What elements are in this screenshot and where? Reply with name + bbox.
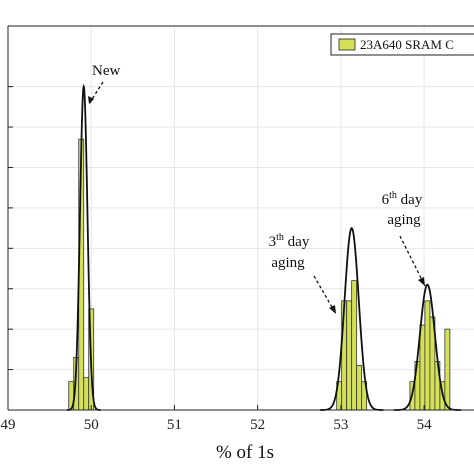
legend-box [330, 33, 474, 56]
annotation-6th-day-line2: aging [387, 212, 421, 228]
histogram-bar [444, 328, 451, 411]
histogram-bar [346, 300, 353, 411]
x-tick-label: 50 [84, 417, 99, 433]
annotation-new-arrowhead [88, 96, 94, 104]
x-tick-label: 51 [167, 417, 182, 433]
annotation-3rd-day-arrowhead [329, 305, 336, 314]
fit-curve [66, 83, 101, 411]
histogram-bar [356, 365, 363, 411]
annotation-new: New [88, 63, 120, 105]
x-tick-label: 52 [250, 417, 265, 433]
axes: 49 50 51 52 53 54 [1, 25, 474, 433]
histogram-bar [424, 300, 431, 411]
annotation-3rd-day: 3th day aging [269, 232, 337, 315]
legend-swatch [338, 38, 356, 51]
annotation-new-arrow [88, 81, 104, 105]
annotation-6th-day-arrowhead [418, 277, 425, 286]
x-tick-label: 54 [417, 417, 433, 433]
annotation-6th-day-line1: 6th day [382, 190, 423, 208]
annotation-3rd-day-arrow [313, 275, 337, 315]
x-axis-label: % of 1s [216, 442, 274, 463]
legend: 23A640 SRAM C [330, 33, 474, 56]
fit-curve [319, 226, 384, 411]
fit-curves [66, 83, 462, 411]
fit-curve [393, 283, 462, 411]
histogram-bar [83, 377, 90, 411]
annotation-3rd-day-line1: 3th day [269, 232, 310, 250]
x-tick-label: 53 [333, 417, 348, 433]
annotation-6th-day-arrow [399, 235, 426, 287]
histogram-bar [419, 324, 426, 411]
legend-label: 23A640 SRAM C [360, 37, 454, 52]
histogram-bar [351, 280, 358, 411]
annotation-6th-day: 6th day aging [382, 190, 426, 287]
annotation-3rd-day-line2: aging [271, 255, 305, 271]
grid-lines [8, 26, 474, 410]
annotation-new-text: New [92, 63, 120, 79]
x-tick-label: 49 [1, 417, 16, 433]
